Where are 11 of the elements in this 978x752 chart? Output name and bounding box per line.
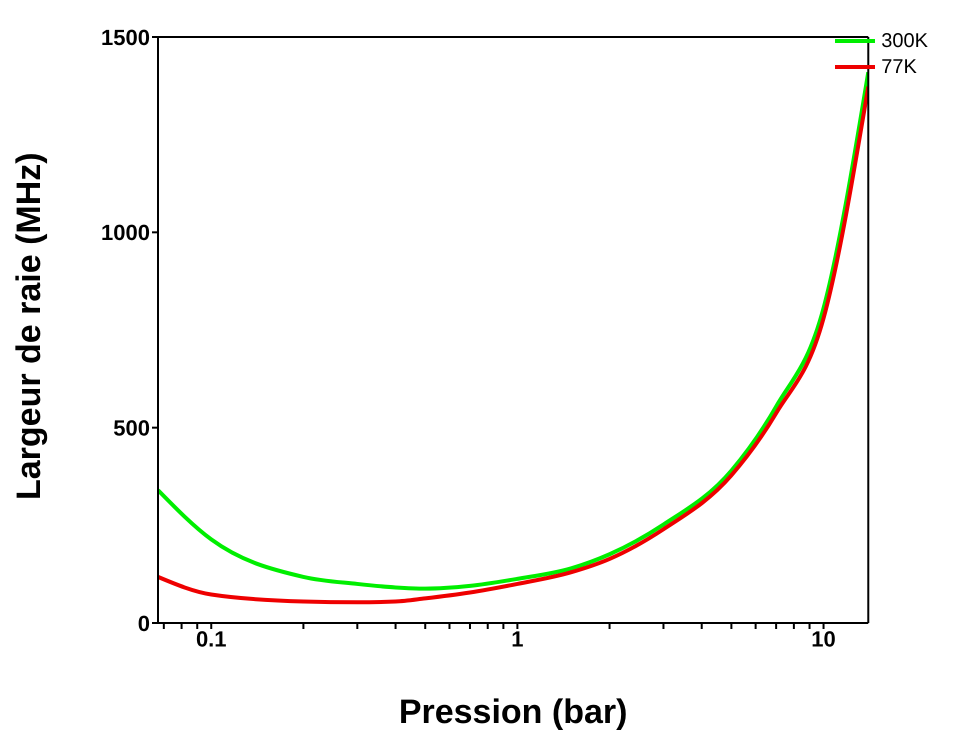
y-tick-label: 1000 — [101, 220, 150, 246]
x-axis-title: Pression (bar) — [398, 693, 628, 731]
y-axis-title: Largeur de raie (MHz) — [10, 152, 48, 500]
legend-label: 77K — [881, 55, 917, 80]
y-tick-label: 1500 — [101, 24, 150, 50]
y-tick-label: 500 — [113, 415, 150, 440]
x-tick-label: 0.1 — [196, 626, 227, 652]
y-tick-label: 0 — [138, 610, 150, 636]
legend-label: 300K — [881, 29, 928, 54]
x-tick-label: 1 — [511, 626, 524, 652]
x-tick-label: 10 — [811, 626, 836, 652]
